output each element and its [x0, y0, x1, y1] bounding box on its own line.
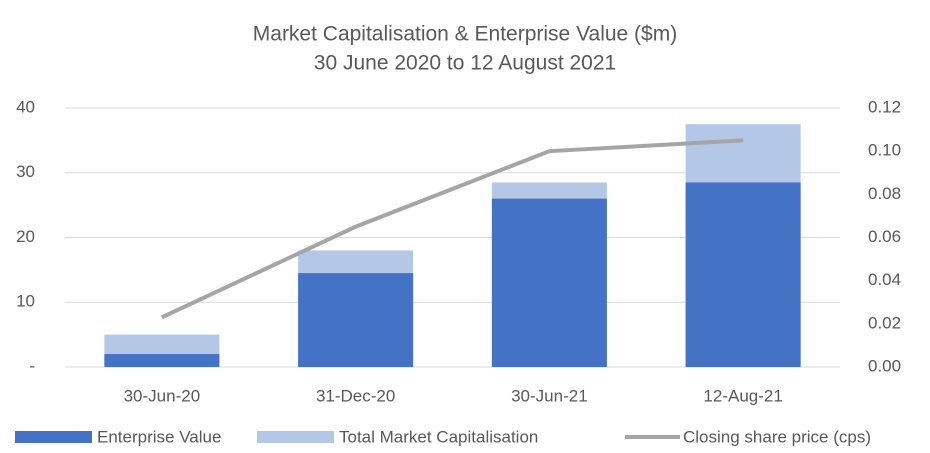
y-tick-label: 20 [16, 227, 35, 246]
y2-tick-label: 0.12 [868, 97, 901, 116]
x-tick-label: 31-Dec-20 [316, 386, 395, 405]
y2-tick-label: 0.08 [868, 184, 901, 203]
x-tick-label: 30-Jun-20 [124, 386, 201, 405]
legend-label: Enterprise Value [97, 427, 221, 446]
y2-tick-label: 0.10 [868, 141, 901, 160]
y-tick-label: 30 [16, 162, 35, 181]
bar [491, 198, 607, 367]
line-series [161, 138, 744, 320]
legend-label: Closing share price (cps) [683, 427, 871, 446]
legend-swatch [15, 431, 92, 443]
bar [298, 273, 414, 367]
bar [104, 354, 220, 367]
x-tick-label: 12-Aug-21 [703, 386, 782, 405]
y2-tick-label: 0.00 [868, 356, 901, 375]
y-tick-label: 40 [16, 97, 35, 116]
chart-subtitle: 30 June 2020 to 12 August 2021 [314, 52, 616, 75]
legend-swatch [257, 431, 334, 443]
chart-title: Market Capitalisation & Enterprise Value… [253, 23, 677, 46]
y2-tick-label: 0.04 [868, 270, 901, 289]
x-tick-label: 30-Jun-21 [511, 386, 588, 405]
y-tick-label: - [29, 356, 35, 375]
bar [685, 182, 801, 367]
y2-tick-label: 0.06 [868, 227, 901, 246]
y-tick-label: 10 [16, 292, 35, 311]
legend-label: Total Market Capitalisation [339, 427, 538, 446]
y2-tick-label: 0.02 [868, 313, 901, 332]
